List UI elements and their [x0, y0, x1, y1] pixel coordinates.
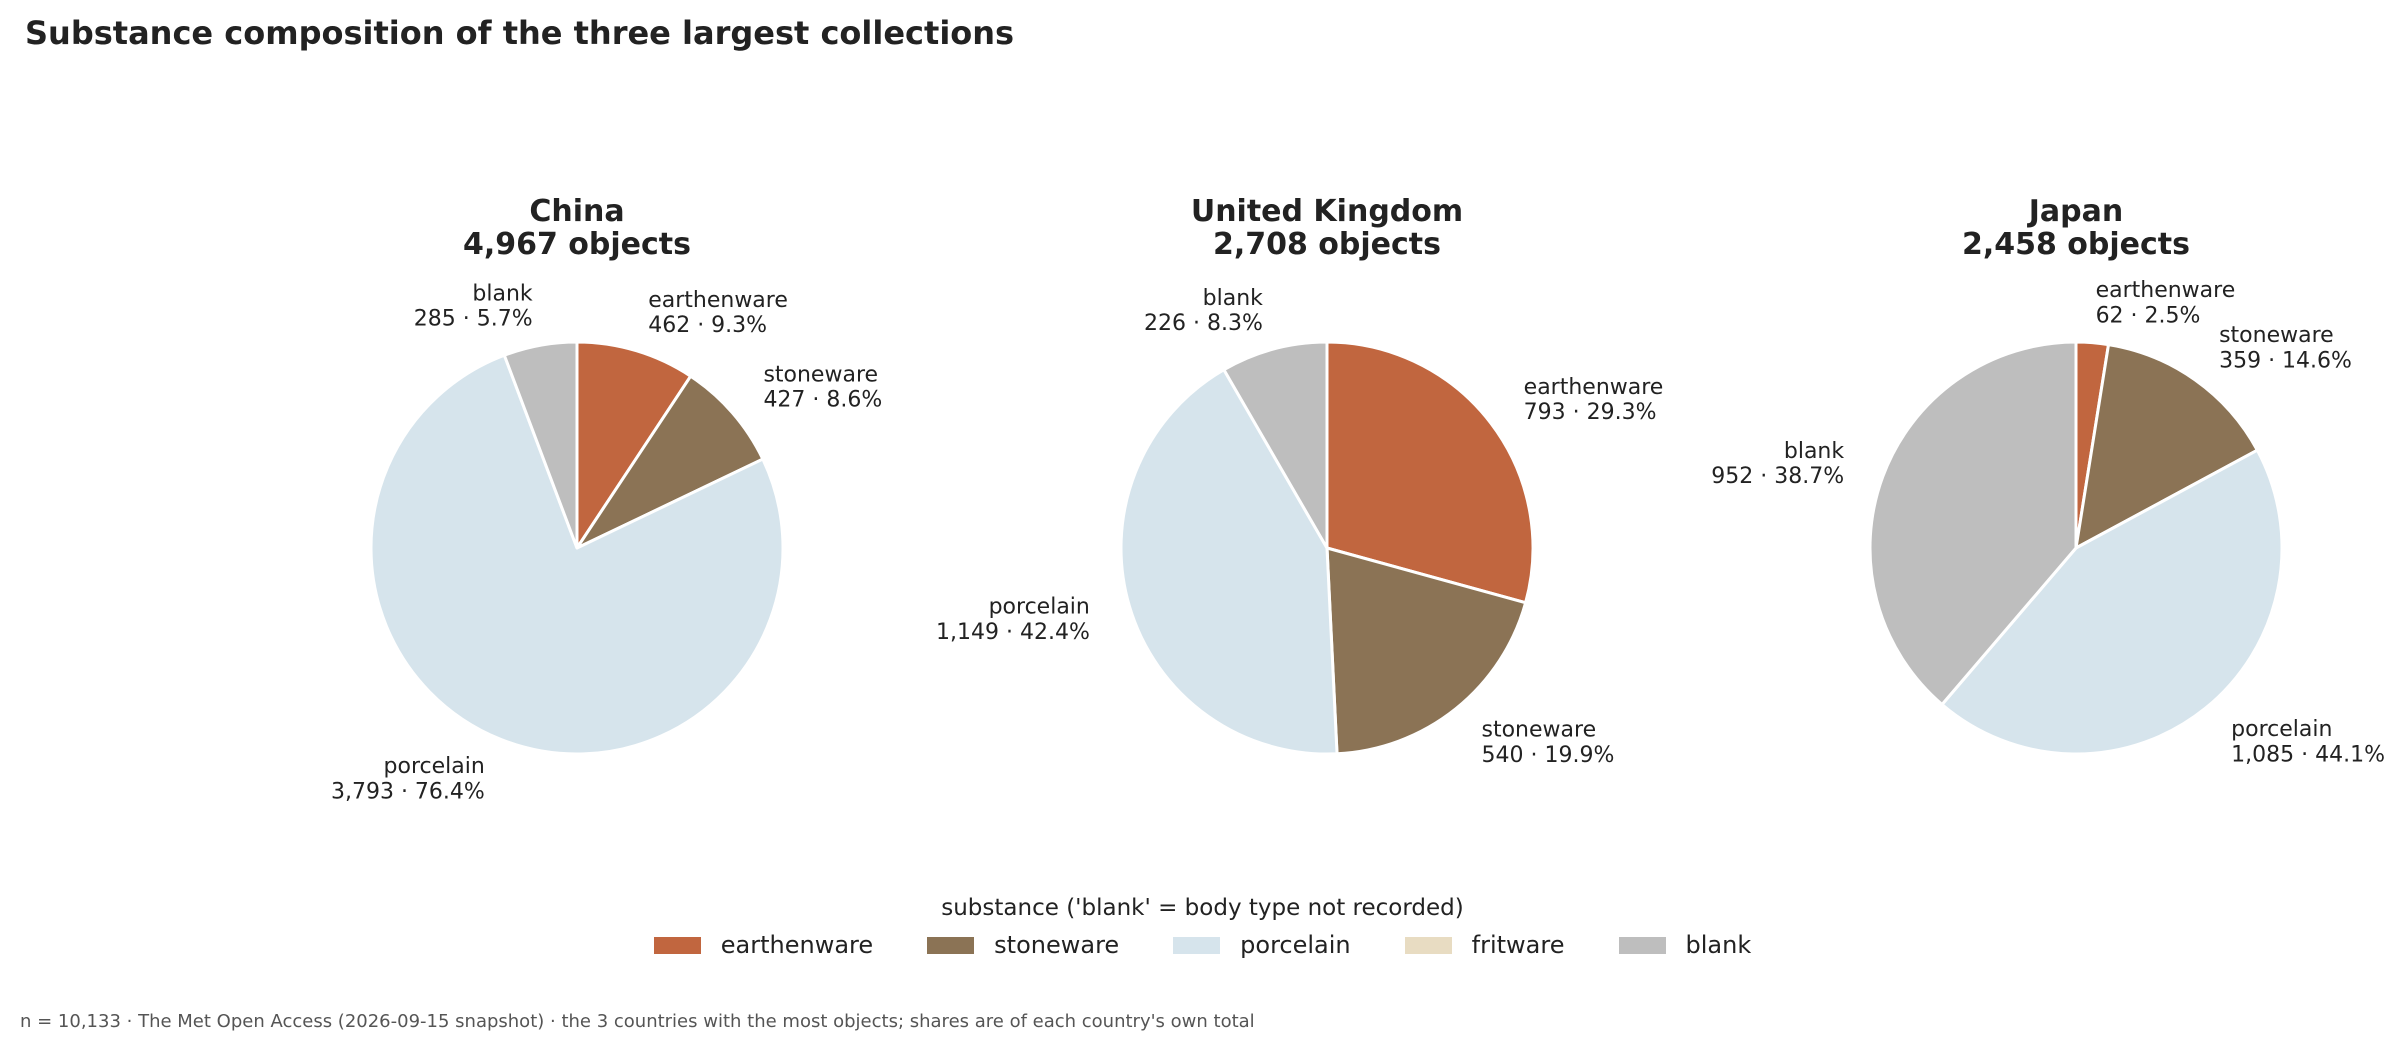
slice-label-united-kingdom-blank: blank 226 · 8.3%	[1144, 286, 1263, 336]
pie-slice-united-kingdom-porcelain	[1119, 368, 1339, 756]
legend-label-earthenware: earthenware	[720, 931, 874, 959]
pie-slice-united-kingdom-blank	[1222, 340, 1329, 550]
slice-label-japan-blank: blank 952 · 38.7%	[1711, 439, 1844, 489]
pie-total-china: 4,967 objects	[463, 227, 691, 262]
pie-slice-united-kingdom-earthenware	[1325, 340, 1535, 605]
legend-item-porcelain: porcelain	[1173, 931, 1351, 959]
legend-item-earthenware: earthenware	[653, 931, 874, 959]
legend-item-blank: blank	[1618, 931, 1752, 959]
legend-items: earthenware stoneware porcelain fritware…	[0, 931, 2405, 959]
legend-item-stoneware: stoneware	[927, 931, 1119, 959]
pie-total-japan: 2,458 objects	[1962, 227, 2190, 262]
legend-label-fritware: fritware	[1471, 931, 1565, 959]
pie-slice-china-porcelain	[369, 353, 785, 756]
slice-label-japan-earthenware: earthenware 62 · 2.5%	[2096, 278, 2236, 328]
slice-label-united-kingdom-porcelain: porcelain 1,149 · 42.4%	[936, 594, 1090, 644]
legend-item-fritware: fritware	[1404, 931, 1565, 959]
slice-label-japan-porcelain: porcelain 1,085 · 44.1%	[2231, 717, 2385, 767]
pie-slice-japan-stoneware	[2074, 343, 2259, 550]
slice-label-china-blank: blank 285 · 5.7%	[414, 281, 533, 331]
slice-label-china-earthenware: earthenware 462 · 9.3%	[648, 288, 788, 338]
pie-title-united-kingdom: United Kingdom	[1191, 194, 1463, 229]
pie-total-united-kingdom: 2,708 objects	[1213, 227, 1441, 262]
legend-label-porcelain: porcelain	[1240, 931, 1351, 959]
legend-label-stoneware: stoneware	[994, 931, 1120, 959]
footnote: n = 10,133 · The Met Open Access (2026-0…	[20, 1011, 1255, 1032]
legend-swatch-earthenware	[653, 936, 701, 954]
slice-label-united-kingdom-earthenware: earthenware 793 · 29.3%	[1524, 375, 1664, 425]
slice-label-japan-stoneware: stoneware 359 · 14.6%	[2219, 323, 2352, 373]
legend: substance ('blank' = body type not recor…	[0, 895, 2405, 959]
legend-label-blank: blank	[1685, 931, 1752, 959]
pie-slice-china-earthenware	[575, 340, 693, 550]
slice-label-china-stoneware: stoneware 427 · 8.6%	[763, 362, 882, 412]
chart-title: Substance composition of the three large…	[25, 14, 1015, 52]
pie-title-china: China	[529, 194, 624, 229]
legend-swatch-fritware	[1404, 936, 1452, 954]
pie-slice-united-kingdom-stoneware	[1325, 546, 1528, 756]
slice-label-united-kingdom-stoneware: stoneware 540 · 19.9%	[1482, 718, 1615, 768]
legend-swatch-stoneware	[927, 936, 975, 954]
legend-title: substance ('blank' = body type not recor…	[941, 895, 1464, 921]
slice-label-china-porcelain: porcelain 3,793 · 76.4%	[331, 754, 485, 804]
pie-slice-japan-blank	[1868, 340, 2078, 706]
pie-slice-japan-porcelain	[1940, 448, 2284, 756]
pie-slice-china-stoneware	[575, 374, 765, 550]
legend-swatch-porcelain	[1173, 936, 1221, 954]
pie-title-japan: Japan	[2027, 194, 2123, 229]
legend-swatch-blank	[1618, 936, 1666, 954]
pie-slice-china-blank	[502, 340, 579, 550]
